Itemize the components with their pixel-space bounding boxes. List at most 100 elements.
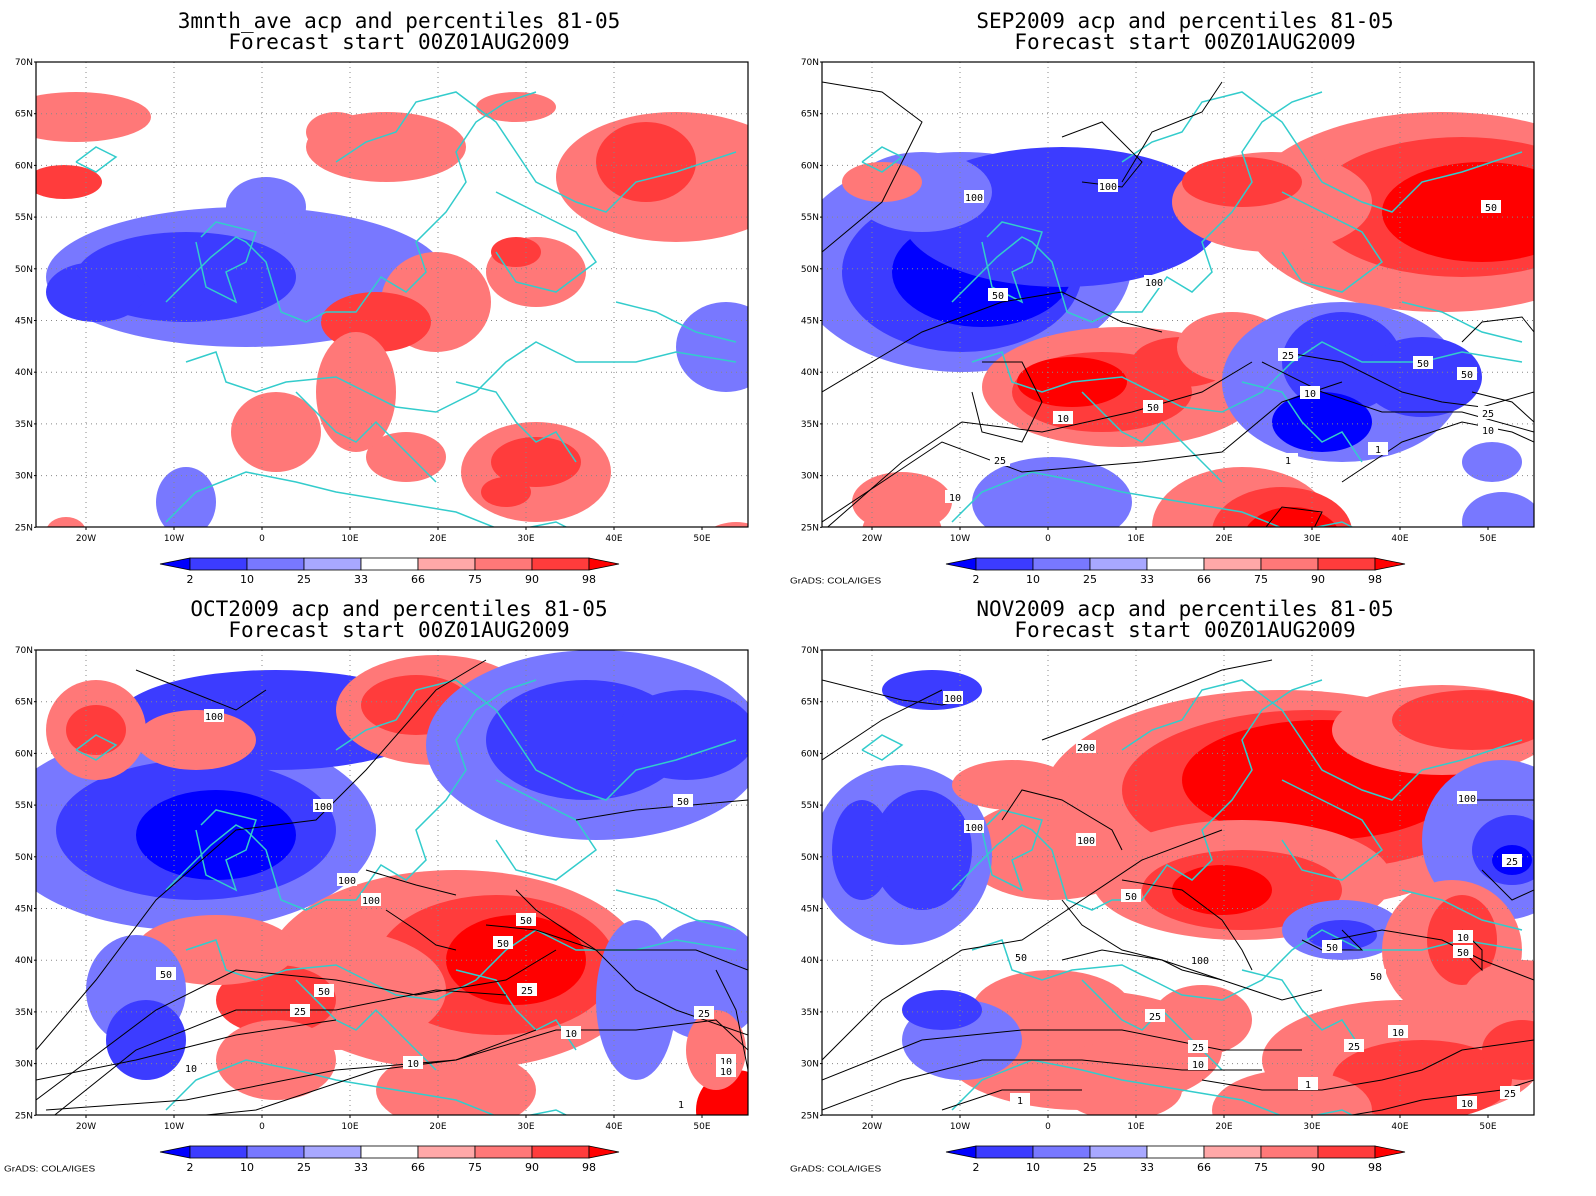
- contour-line: [822, 381, 1343, 523]
- percentile-shading: [1382, 162, 1534, 262]
- lat-label: 50N: [801, 853, 819, 863]
- coastline: [1401, 889, 1523, 931]
- lat-label: 35N: [15, 1008, 33, 1018]
- contour-label-bg: [361, 893, 381, 906]
- colorbar-arrow-right: [588, 557, 620, 571]
- contour-label: 100: [965, 193, 983, 204]
- lat-label: 55N: [15, 801, 33, 811]
- panel-title: 3mnth_ave acp and percentiles 81-05: [177, 9, 621, 33]
- lat-label: 25N: [801, 1111, 819, 1121]
- coastline: [455, 969, 577, 1051]
- contour-label: 50: [1015, 953, 1027, 964]
- contour-label-bg: [1478, 423, 1498, 436]
- contour-label: 1: [1305, 1080, 1311, 1091]
- colorbar-segment: [531, 1145, 590, 1159]
- percentile-shading: [1462, 442, 1522, 482]
- coastline: [1241, 381, 1363, 463]
- lon-label: 10W: [164, 1122, 184, 1132]
- contour-line: [1041, 659, 1273, 741]
- lat-label: 55N: [801, 801, 819, 811]
- lat-label: 65N: [801, 698, 819, 708]
- coastline: [951, 91, 1323, 323]
- contour-label-bg: [1322, 940, 1342, 953]
- percentile-shading: [1392, 690, 1534, 750]
- colorbar-label: 90: [525, 1161, 539, 1174]
- contour-label: 10: [720, 1067, 732, 1078]
- panel-subtitle: Forecast start 00Z01AUG2009: [228, 30, 570, 54]
- lat-label: 25N: [801, 523, 819, 533]
- lat-label: 60N: [15, 161, 33, 171]
- contour-label-bg: [1278, 348, 1298, 361]
- lon-label: 0: [259, 534, 265, 544]
- colorbar-segment: [1260, 557, 1319, 571]
- contour-line: [575, 799, 748, 821]
- lon-label: 50E: [1479, 1122, 1496, 1132]
- colorbar-label: 10: [1026, 573, 1040, 586]
- contour-line: [822, 81, 923, 253]
- coastline: [1241, 969, 1363, 1051]
- coastline: [1081, 391, 1223, 483]
- contour-label: 100: [1145, 278, 1163, 289]
- lat-label: 35N: [801, 420, 819, 430]
- coastline: [981, 809, 1043, 892]
- coastline: [165, 1059, 568, 1115]
- contour-label-bg: [1011, 950, 1031, 963]
- contour-label-bg: [988, 288, 1008, 301]
- lat-label: 45N: [801, 317, 819, 327]
- contour-label-bg: [181, 1061, 201, 1074]
- contour-line: [822, 291, 1163, 393]
- contour-label-bg: [990, 453, 1010, 466]
- contour-label: 10: [1192, 1060, 1204, 1071]
- contour-label: 10: [1482, 426, 1494, 437]
- panel-subtitle: Forecast start 00Z01AUG2009: [1014, 30, 1356, 54]
- lon-label: 20W: [76, 1122, 96, 1132]
- contour-label: 10: [1457, 933, 1469, 944]
- lon-label: 50E: [693, 1122, 710, 1132]
- lon-label: 10E: [1127, 1122, 1144, 1132]
- contour-line: [971, 361, 1043, 443]
- colorbar-label: 25: [297, 573, 311, 586]
- map-panel-2: SEP2009 acp and percentiles 81-05 Forecas…: [786, 0, 1584, 598]
- contour-label-bg: [1457, 367, 1477, 380]
- contour-label-bg: [1368, 442, 1388, 455]
- lat-label: 70N: [801, 646, 819, 656]
- percentile-shading: [476, 92, 556, 122]
- lat-label: 40N: [15, 956, 33, 966]
- contour-label-bg: [1053, 411, 1073, 424]
- contour-label-bg: [1413, 356, 1433, 369]
- percentile-shading: [952, 760, 1072, 810]
- contour-label-bg: [945, 490, 965, 503]
- colorbar-label: 33: [354, 1161, 368, 1174]
- contour-label-bg: [516, 913, 536, 926]
- percentile-shading: [1212, 1070, 1372, 1115]
- contour-label-bg: [290, 1004, 310, 1017]
- coastline: [165, 471, 568, 527]
- colorbar-label: 25: [1083, 1161, 1097, 1174]
- panel-title: NOV2009 acp and percentiles 81-05: [976, 597, 1394, 621]
- contour-line: [1201, 1039, 1534, 1091]
- grads-credit: GrADS: COLA/IGES: [4, 1164, 96, 1175]
- coastline: [185, 341, 737, 413]
- map-plot: 70N 65N 60N 55N 50N 45N 40N 35N 30N 25N 20W 10W 0 10E…: [15, 58, 749, 586]
- contour-label: 10: [1304, 389, 1316, 400]
- colorbar-segment: [474, 1145, 533, 1159]
- contour-label-bg: [517, 983, 537, 996]
- contour-line: [1001, 789, 1123, 851]
- contour-label-bg: [1143, 400, 1163, 413]
- lat-label: 65N: [15, 110, 33, 120]
- contour-line: [45, 1019, 748, 1111]
- grads-credit: GrADS: COLA/IGES: [790, 576, 882, 587]
- coastline: [615, 889, 737, 931]
- contour-label: 50: [677, 797, 689, 808]
- percentile-shading: [596, 122, 696, 202]
- contour-line: [826, 361, 1253, 527]
- contour-label-bg: [1144, 275, 1164, 288]
- percentile-shading: [231, 392, 321, 472]
- contour-label: 10: [1057, 414, 1069, 425]
- lon-label: 50E: [693, 534, 710, 544]
- contour-label-bg: [1190, 953, 1210, 966]
- colorbar-label: 66: [411, 573, 425, 586]
- percentile-shading: [216, 1020, 336, 1100]
- lat-label: 25N: [15, 523, 33, 533]
- percentile-shading: [491, 437, 581, 487]
